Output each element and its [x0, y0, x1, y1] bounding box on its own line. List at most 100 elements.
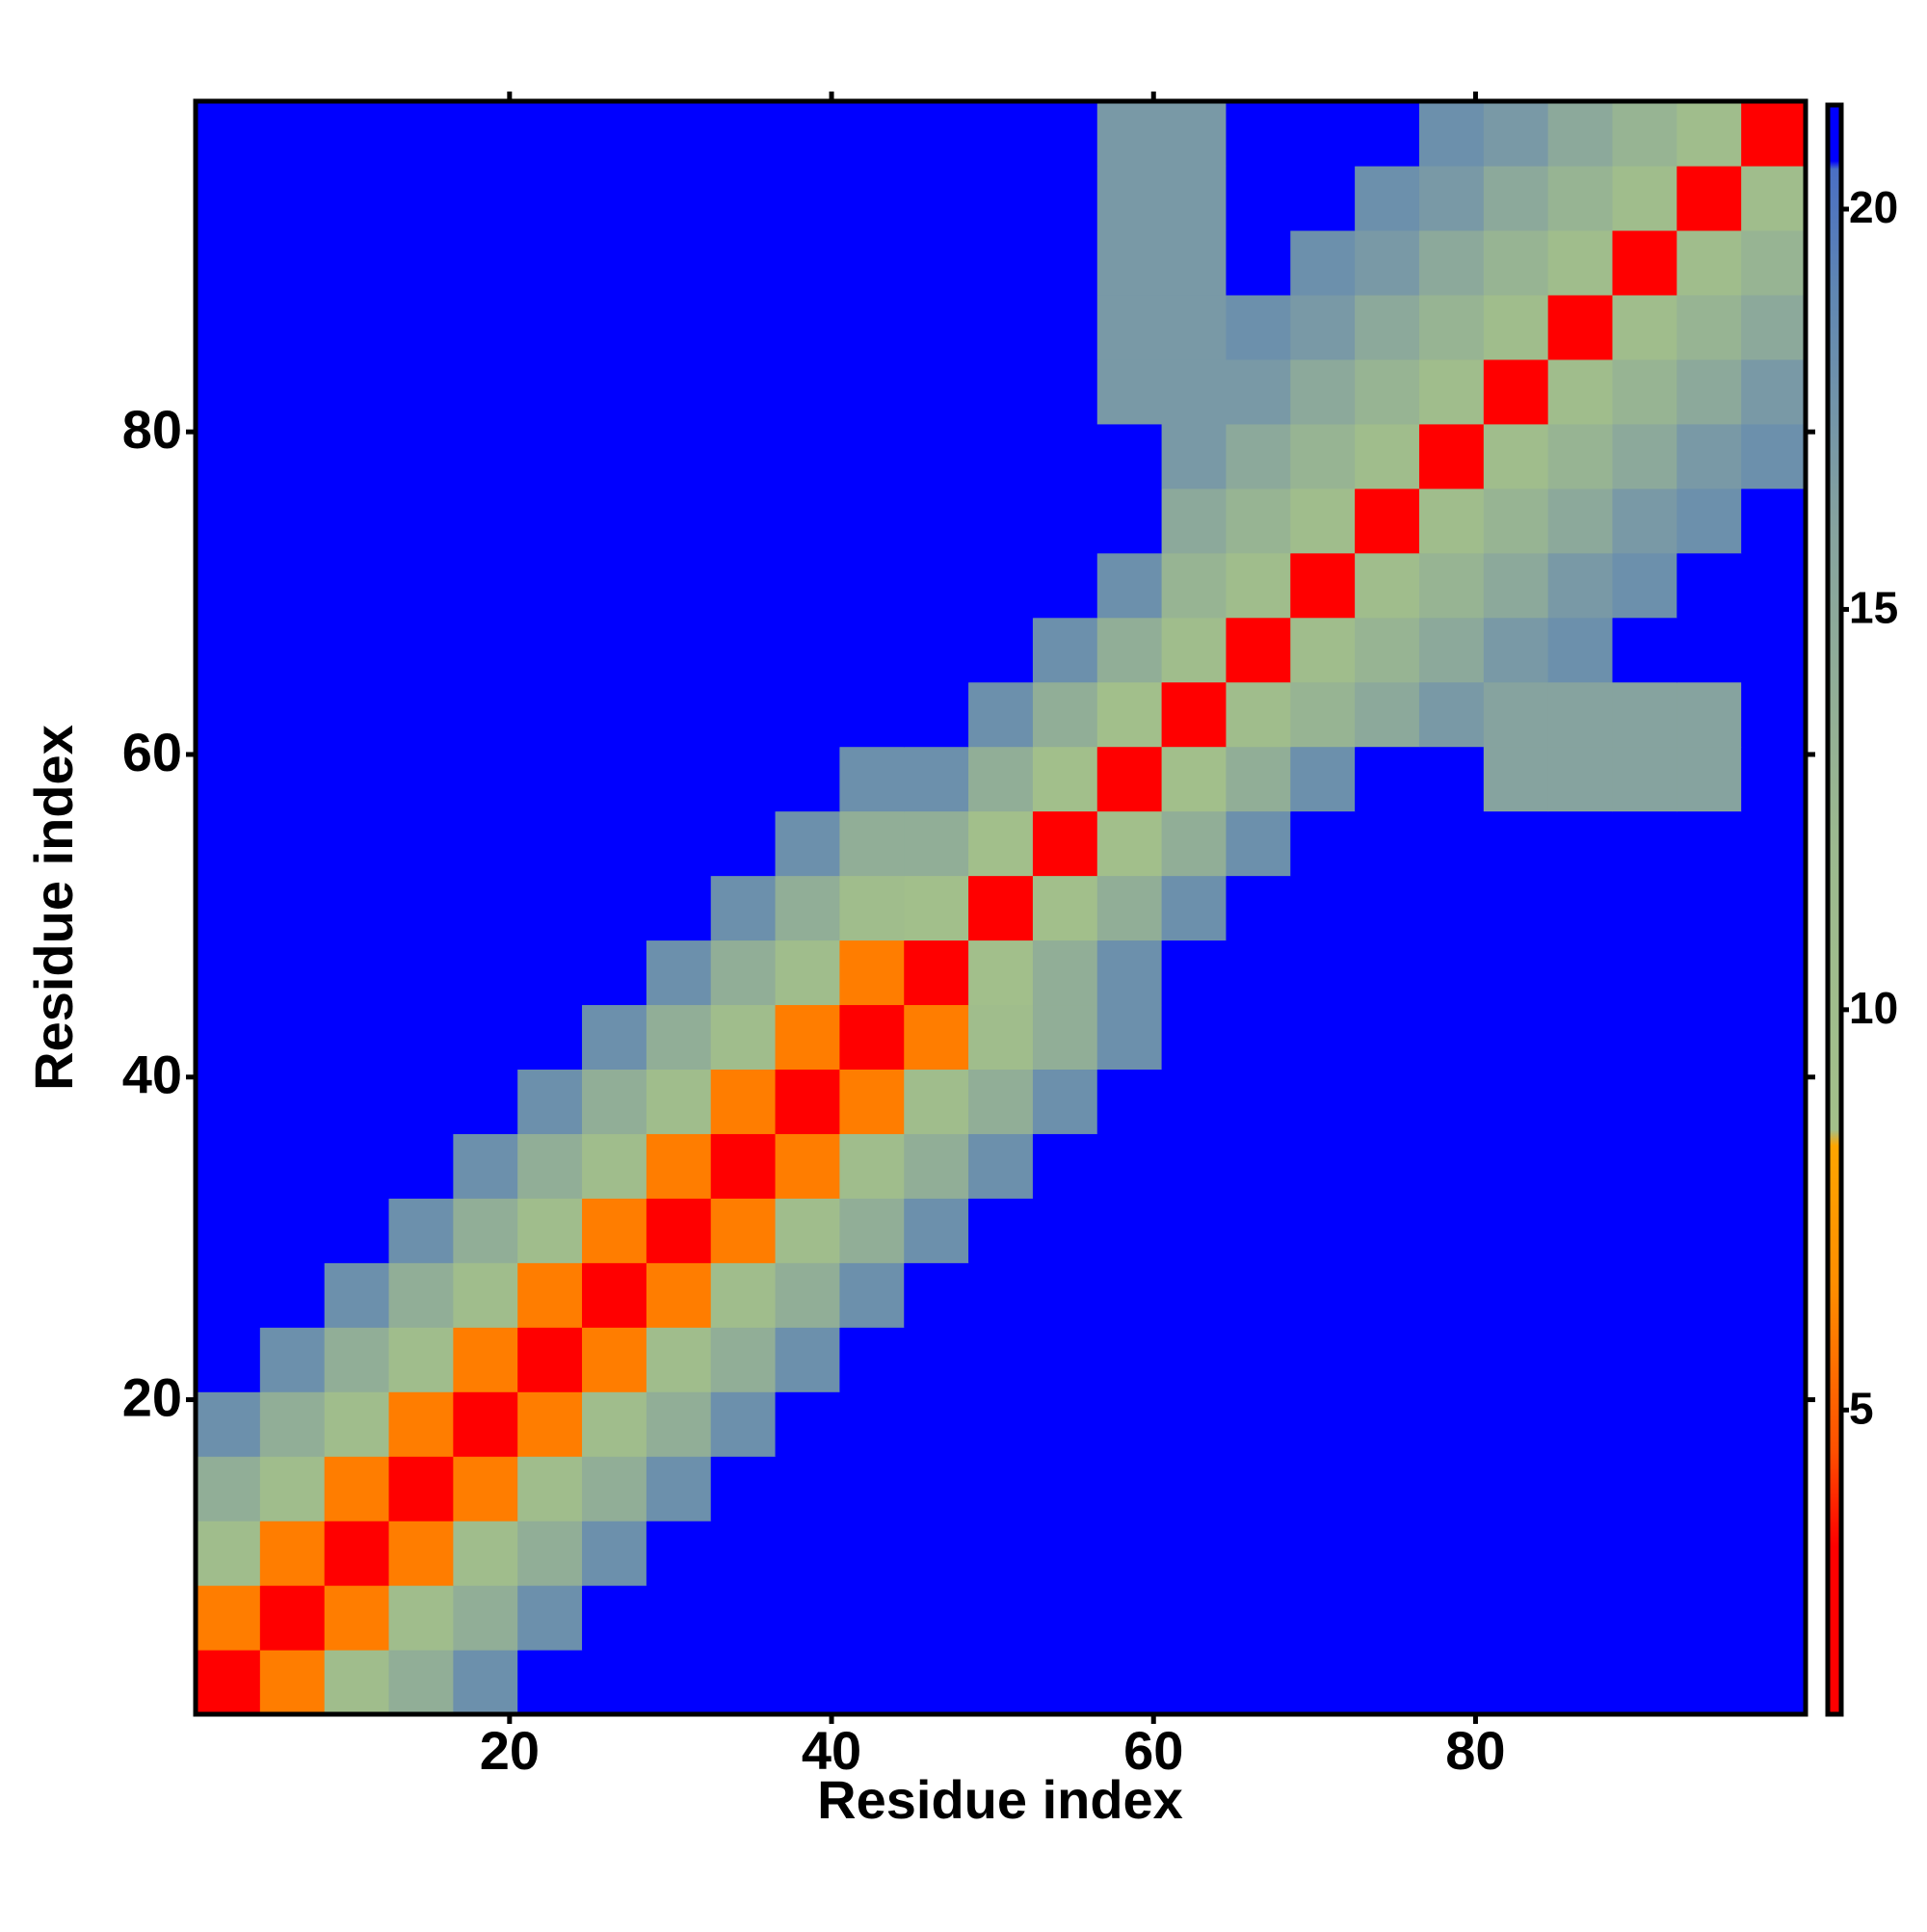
heatmap-cell	[1547, 552, 1614, 619]
heatmap-cell	[1483, 1262, 1549, 1328]
heatmap-cell	[1612, 1456, 1677, 1522]
heatmap-cell	[582, 1069, 647, 1134]
heatmap-cell	[1547, 358, 1614, 425]
heatmap-cell	[1096, 1456, 1163, 1522]
heatmap-cell	[1547, 681, 1614, 748]
heatmap-cell	[1290, 358, 1356, 425]
heatmap-cell	[968, 165, 1034, 231]
heatmap-cell	[388, 1133, 454, 1199]
heatmap-cell	[1032, 294, 1098, 360]
heatmap-cell	[904, 1391, 969, 1457]
heatmap-cell	[1612, 488, 1677, 554]
heatmap-cell	[1612, 810, 1677, 877]
heatmap-cell	[1355, 101, 1420, 167]
heatmap-cell	[1226, 294, 1291, 360]
heatmap-cell	[968, 1391, 1034, 1457]
heatmap-cell	[1355, 165, 1420, 231]
heatmap-cell	[1161, 681, 1227, 748]
heatmap-cell	[1161, 423, 1227, 490]
heatmap-cell	[388, 1069, 454, 1134]
heatmap-cell	[646, 1004, 712, 1070]
heatmap-cell	[1226, 1262, 1291, 1328]
heatmap-cell	[259, 229, 326, 296]
heatmap-cell	[324, 1198, 390, 1263]
heatmap-cell	[517, 617, 583, 683]
heatmap-cell	[259, 1262, 326, 1328]
heatmap-cell	[1741, 1585, 1807, 1651]
heatmap-cell	[1096, 617, 1163, 683]
heatmap-cell	[517, 1391, 583, 1457]
heatmap-cell	[1418, 101, 1485, 167]
heatmap-cell	[1483, 165, 1549, 231]
heatmap-cell	[1741, 810, 1807, 877]
heatmap-cell	[775, 358, 840, 425]
heatmap-cell	[646, 552, 712, 619]
heatmap-cell	[582, 488, 647, 554]
heatmap-cell	[775, 552, 840, 619]
heatmap-cell	[1161, 101, 1227, 167]
heatmap-cell	[1032, 617, 1098, 683]
heatmap-cell	[1547, 1069, 1614, 1134]
heatmap-cell	[1161, 940, 1227, 1006]
heatmap-cell	[1741, 1198, 1807, 1263]
heatmap-cell	[1612, 294, 1677, 360]
heatmap-cell	[453, 423, 518, 490]
heatmap-cell	[1741, 1521, 1807, 1586]
heatmap-cell	[1547, 1391, 1614, 1457]
heatmap-cell	[1032, 358, 1098, 425]
heatmap-cell	[1032, 1456, 1098, 1522]
heatmap-cell	[710, 1391, 777, 1457]
heatmap-cell	[646, 1521, 712, 1586]
heatmap-cell	[1290, 1456, 1356, 1522]
heatmap-cell	[710, 101, 777, 167]
heatmap-cell	[1741, 1456, 1807, 1522]
heatmap-cell	[710, 488, 777, 554]
heatmap-cell	[1547, 1133, 1614, 1199]
heatmap-cell	[1290, 165, 1356, 231]
heatmap-cell	[1226, 875, 1291, 941]
heatmap-cell	[1676, 294, 1742, 360]
heatmap-cell	[1032, 1198, 1098, 1263]
heatmap-cell	[968, 1456, 1034, 1522]
heatmap-cell	[259, 617, 326, 683]
heatmap-cell	[388, 1198, 454, 1263]
heatmap-cell	[775, 101, 840, 167]
heatmap-cell	[1676, 1133, 1742, 1199]
heatmap-cell	[196, 358, 261, 425]
heatmap-cell	[1741, 875, 1807, 941]
heatmap-cell	[968, 1327, 1034, 1392]
heatmap-cell	[517, 1521, 583, 1586]
heatmap-cell	[259, 358, 326, 425]
heatmap-cell	[388, 746, 454, 812]
heatmap-cell	[710, 1004, 777, 1070]
heatmap-cell	[775, 940, 840, 1006]
heatmap-cell	[259, 423, 326, 490]
heatmap-cell	[259, 875, 326, 941]
heatmap-cell	[646, 1327, 712, 1392]
heatmap-cell	[1483, 294, 1549, 360]
heatmap-cell	[388, 1585, 454, 1651]
heatmap-cell	[324, 1391, 390, 1457]
heatmap-cell	[1612, 1133, 1677, 1199]
heatmap-cell	[904, 552, 969, 619]
heatmap-cell	[646, 358, 712, 425]
heatmap-cell	[1547, 1521, 1614, 1586]
heatmap-cell	[196, 229, 261, 296]
heatmap-cell	[453, 1198, 518, 1263]
heatmap-cell	[1741, 1133, 1807, 1199]
heatmap-cell	[1161, 229, 1227, 296]
heatmap-cell	[839, 1521, 905, 1586]
heatmap-cell	[517, 810, 583, 877]
heatmap-cell	[388, 1521, 454, 1586]
heatmap-cell	[1612, 101, 1677, 167]
heatmap-cell	[1096, 875, 1163, 941]
heatmap-cell	[1161, 488, 1227, 554]
heatmap-cell	[775, 1069, 840, 1134]
heatmap-cell	[259, 1198, 326, 1263]
heatmap-cell	[517, 875, 583, 941]
heatmap-cell	[904, 294, 969, 360]
heatmap-cell	[1612, 1069, 1677, 1134]
heatmap-cell	[904, 1262, 969, 1328]
heatmap-cell	[1355, 488, 1420, 554]
heatmap-cell	[388, 875, 454, 941]
